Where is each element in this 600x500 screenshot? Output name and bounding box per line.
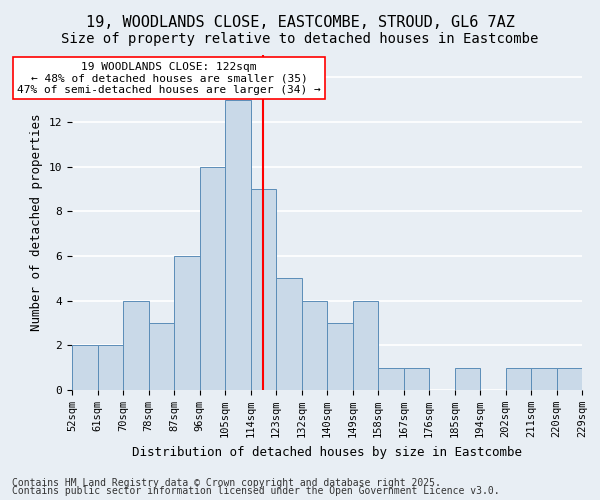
Text: Size of property relative to detached houses in Eastcombe: Size of property relative to detached ho…: [61, 32, 539, 46]
Bar: [531, 368, 557, 390]
Bar: [378, 368, 404, 390]
Bar: [353, 300, 378, 390]
Bar: [199, 166, 225, 390]
Bar: [251, 189, 276, 390]
Text: Contains public sector information licensed under the Open Government Licence v3: Contains public sector information licen…: [12, 486, 500, 496]
Y-axis label: Number of detached properties: Number of detached properties: [30, 114, 43, 331]
X-axis label: Distribution of detached houses by size in Eastcombe: Distribution of detached houses by size …: [132, 446, 522, 458]
Bar: [404, 368, 429, 390]
Text: Contains HM Land Registry data © Crown copyright and database right 2025.: Contains HM Land Registry data © Crown c…: [12, 478, 441, 488]
Bar: [276, 278, 302, 390]
Text: 19 WOODLANDS CLOSE: 122sqm
← 48% of detached houses are smaller (35)
47% of semi: 19 WOODLANDS CLOSE: 122sqm ← 48% of deta…: [17, 62, 321, 95]
Bar: [123, 300, 149, 390]
Bar: [72, 346, 97, 390]
Bar: [505, 368, 531, 390]
Bar: [327, 323, 353, 390]
Bar: [174, 256, 199, 390]
Bar: [225, 100, 251, 390]
Bar: [302, 300, 327, 390]
Bar: [455, 368, 480, 390]
Bar: [149, 323, 174, 390]
Bar: [557, 368, 582, 390]
Bar: [97, 346, 123, 390]
Text: 19, WOODLANDS CLOSE, EASTCOMBE, STROUD, GL6 7AZ: 19, WOODLANDS CLOSE, EASTCOMBE, STROUD, …: [86, 15, 514, 30]
